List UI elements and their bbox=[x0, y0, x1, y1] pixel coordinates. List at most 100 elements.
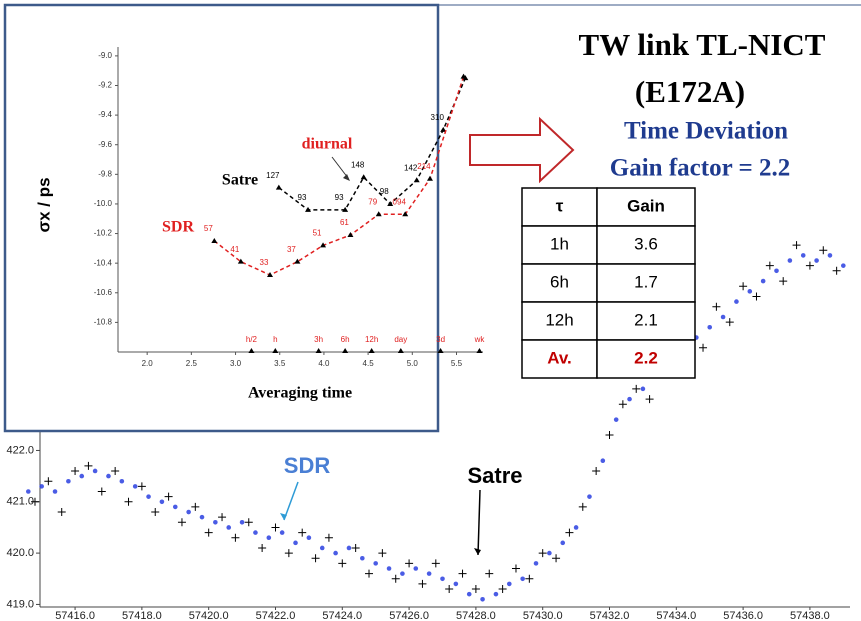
sdr-point bbox=[600, 458, 606, 464]
satre-point bbox=[378, 549, 387, 558]
table-value: 12h bbox=[545, 310, 573, 329]
table-cell bbox=[596, 187, 696, 227]
sdr-point bbox=[707, 324, 713, 330]
satre-point bbox=[538, 549, 547, 558]
sdr-point bbox=[199, 514, 205, 520]
title: (E172A) bbox=[635, 74, 745, 109]
point-label: 93 bbox=[298, 193, 307, 202]
sdr-point bbox=[493, 591, 499, 597]
table-value: Av. bbox=[547, 348, 572, 367]
satre-point bbox=[765, 261, 774, 270]
sdr-point bbox=[400, 571, 405, 576]
sdr-point bbox=[319, 545, 325, 551]
x-axis-label: Averaging time bbox=[248, 385, 352, 402]
arrow-head bbox=[280, 513, 287, 520]
x-tick-label: 57422.0 bbox=[256, 610, 296, 621]
satre-point bbox=[191, 502, 200, 511]
y-tick-label: 419.0 bbox=[6, 598, 34, 610]
x-tick-label: 57416.0 bbox=[55, 610, 95, 621]
point-marker bbox=[413, 177, 420, 183]
x-tick-label: 3.0 bbox=[230, 359, 242, 368]
y-tick-label: -9.4 bbox=[98, 110, 112, 119]
sdr-point bbox=[26, 489, 31, 494]
sdr-point bbox=[814, 258, 819, 263]
satre-point bbox=[618, 400, 627, 409]
time-marker bbox=[272, 348, 279, 353]
point-label: 37 bbox=[287, 245, 296, 254]
time-marker-label: 3d bbox=[436, 335, 445, 344]
satre-point bbox=[405, 559, 414, 568]
y-tick-label: -10.6 bbox=[94, 288, 113, 297]
point-marker bbox=[460, 73, 467, 79]
satre-point bbox=[244, 518, 253, 527]
sdr-point bbox=[132, 484, 138, 489]
subtitle: Gain factor = 2.2 bbox=[610, 155, 790, 182]
satre-point bbox=[84, 461, 93, 470]
x-tick-label: 5.5 bbox=[451, 359, 463, 368]
table-cell bbox=[596, 263, 696, 303]
x-tick-label: 57434.0 bbox=[656, 610, 696, 621]
x-tick-label: 57432.0 bbox=[590, 610, 630, 621]
sdr-point bbox=[279, 530, 285, 535]
satre-point bbox=[431, 559, 440, 568]
satre-point bbox=[351, 543, 360, 552]
inset-frame bbox=[3, 3, 440, 433]
satre-point bbox=[365, 569, 374, 578]
time-marker-label: 6h bbox=[341, 335, 350, 344]
time-marker-label: 3h bbox=[314, 335, 323, 344]
gain-table: τ Gain 1h 3.6 6h 1.7 12h 2.1 Av. 2.2 bbox=[521, 187, 696, 379]
point-label: 214 bbox=[417, 162, 431, 171]
sdr-point bbox=[466, 591, 472, 597]
point-label: 51 bbox=[313, 229, 322, 238]
sdr-point bbox=[533, 561, 539, 566]
satre-point bbox=[164, 492, 173, 501]
annotation-arrow bbox=[477, 489, 481, 556]
time-marker bbox=[315, 348, 322, 353]
subtitle: Time Deviation bbox=[624, 118, 788, 145]
point-label: 33 bbox=[260, 258, 269, 267]
point-marker bbox=[426, 175, 433, 181]
point-label: 127 bbox=[266, 171, 280, 180]
satre-point bbox=[805, 261, 814, 270]
x-tick-label: 4.5 bbox=[363, 359, 375, 368]
point-label: 094 bbox=[393, 197, 407, 206]
point-marker bbox=[375, 211, 382, 217]
satre-point bbox=[137, 482, 146, 491]
satre-point bbox=[324, 533, 333, 542]
series-line bbox=[213, 76, 465, 276]
satre-point bbox=[565, 528, 574, 537]
satre-point bbox=[338, 559, 347, 568]
sdr-point bbox=[106, 473, 111, 479]
point-marker bbox=[387, 200, 394, 206]
sdr-point bbox=[560, 540, 566, 546]
point-label: 98 bbox=[380, 187, 389, 196]
satre-point bbox=[97, 487, 106, 496]
sdr-point bbox=[92, 468, 98, 474]
satre-point bbox=[725, 318, 734, 327]
point-marker bbox=[294, 258, 301, 264]
sdr-point bbox=[413, 566, 419, 571]
y-tick-label: -9.0 bbox=[98, 51, 112, 60]
satre-point bbox=[792, 241, 801, 250]
sdr-point bbox=[747, 289, 753, 294]
sdr-point bbox=[52, 489, 58, 494]
series-line bbox=[278, 77, 467, 211]
satre-point bbox=[124, 497, 133, 506]
satre-point bbox=[578, 502, 587, 511]
y-tick-label: -10.4 bbox=[94, 258, 113, 267]
satre-point bbox=[30, 497, 39, 506]
sdr-point bbox=[172, 504, 178, 510]
sdr-point bbox=[760, 278, 766, 284]
sdr-point bbox=[627, 396, 632, 402]
time-marker bbox=[368, 348, 375, 353]
satre-point bbox=[712, 302, 721, 311]
time-series-chart: 419.0 420.0 421.0 422.0 57416.0 57418.0 57420.… bbox=[6, 240, 850, 621]
table-cell bbox=[596, 225, 696, 265]
x-tick-label: 57436.0 bbox=[723, 610, 763, 621]
table-cell bbox=[521, 225, 598, 265]
sdr-point bbox=[293, 540, 298, 546]
sdr-point bbox=[613, 417, 619, 422]
series-label: SDR bbox=[284, 453, 331, 478]
sdr-point bbox=[386, 566, 392, 571]
table-value: 6h bbox=[550, 272, 569, 291]
